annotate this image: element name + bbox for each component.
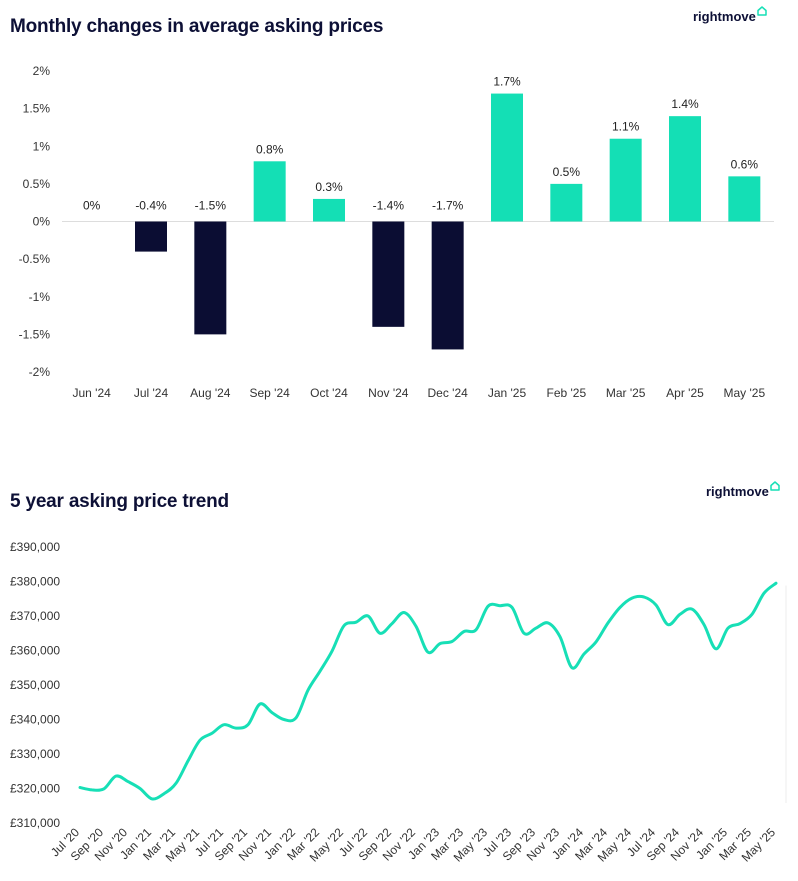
monthly-bar-chart: 2% 1.5% 1% 0.5% 0% -0.5% -1% -1.5% -2% 0% Jun '24 -… [19,64,774,400]
bar [669,116,701,222]
bar [728,176,761,222]
x-tick-label: Jun '24 [73,386,112,400]
bar [550,183,583,222]
x-tick-label: Nov '24 [368,386,409,400]
data-label: 1.7% [493,75,521,89]
rightmove-logo-2: rightmove [706,481,780,499]
bar [431,221,464,350]
x-tick-label: Feb '25 [547,386,587,400]
y-tick-label: £360,000 [10,644,60,658]
series-line [78,581,778,801]
chart-title-monthly: Monthly changes in average asking prices [10,16,384,37]
data-label: 0.8% [256,142,284,156]
data-label: -1.7% [432,199,464,213]
y-tick-label: 0% [33,215,51,229]
x-tick-label: May '25 [724,386,766,400]
x-tick-label: Jan '25 [488,386,527,400]
x-tick-label: Oct '24 [310,386,348,400]
x-tick-label: Sep '24 [250,386,291,400]
bar [372,221,405,327]
x-tick-label: Apr '25 [666,386,704,400]
x-tick-label: Mar '25 [606,386,646,400]
y-tick-label: £370,000 [10,609,60,623]
data-label: -0.4% [135,199,167,213]
y-tick-label: £320,000 [10,782,60,796]
house-icon [757,6,767,16]
bar [135,221,167,252]
y-tick-label: £340,000 [10,713,60,727]
y-tick-label: £330,000 [10,747,60,761]
data-label: 0.5% [553,165,581,179]
data-label: -1.4% [373,199,405,213]
data-label: 1.4% [671,97,699,111]
y-tick-label: -1% [29,290,51,304]
data-label: -1.5% [195,199,227,213]
rightmove-logo: rightmove [693,6,767,24]
x-tick-label: Aug '24 [190,386,231,400]
trend-line-chart: £390,000 £380,000 £370,000 £360,000 £350,000… [10,540,787,865]
y-tick-label: £390,000 [10,540,60,554]
house-icon [770,481,780,491]
y-tick-label: £380,000 [10,575,60,589]
bar [491,93,523,222]
y-tick-label: -2% [29,365,51,379]
brand-name-2: rightmove [706,484,769,499]
data-label: 0% [83,199,101,213]
bar [253,161,286,222]
brand-name: rightmove [693,9,756,24]
x-tick-label: Dec '24 [428,386,469,400]
y-tick-label: 1% [33,139,51,153]
bar [194,221,227,335]
y-tick-label: £310,000 [10,816,60,830]
y-tick-label: 2% [33,64,51,78]
y-tick-label: -0.5% [19,252,51,266]
chart-title-trend: 5 year asking price trend [10,491,229,512]
bar [609,138,642,222]
y-tick-label: -1.5% [19,327,51,341]
y-tick-label: 1.5% [23,102,51,116]
data-label: 1.1% [612,120,640,134]
data-label: 0.6% [731,157,759,171]
y-tick-label: 0.5% [23,177,51,191]
y-tick-label: £350,000 [10,678,60,692]
bar [313,198,345,222]
data-label: 0.3% [315,180,343,194]
x-tick-label: Jul '24 [134,386,169,400]
